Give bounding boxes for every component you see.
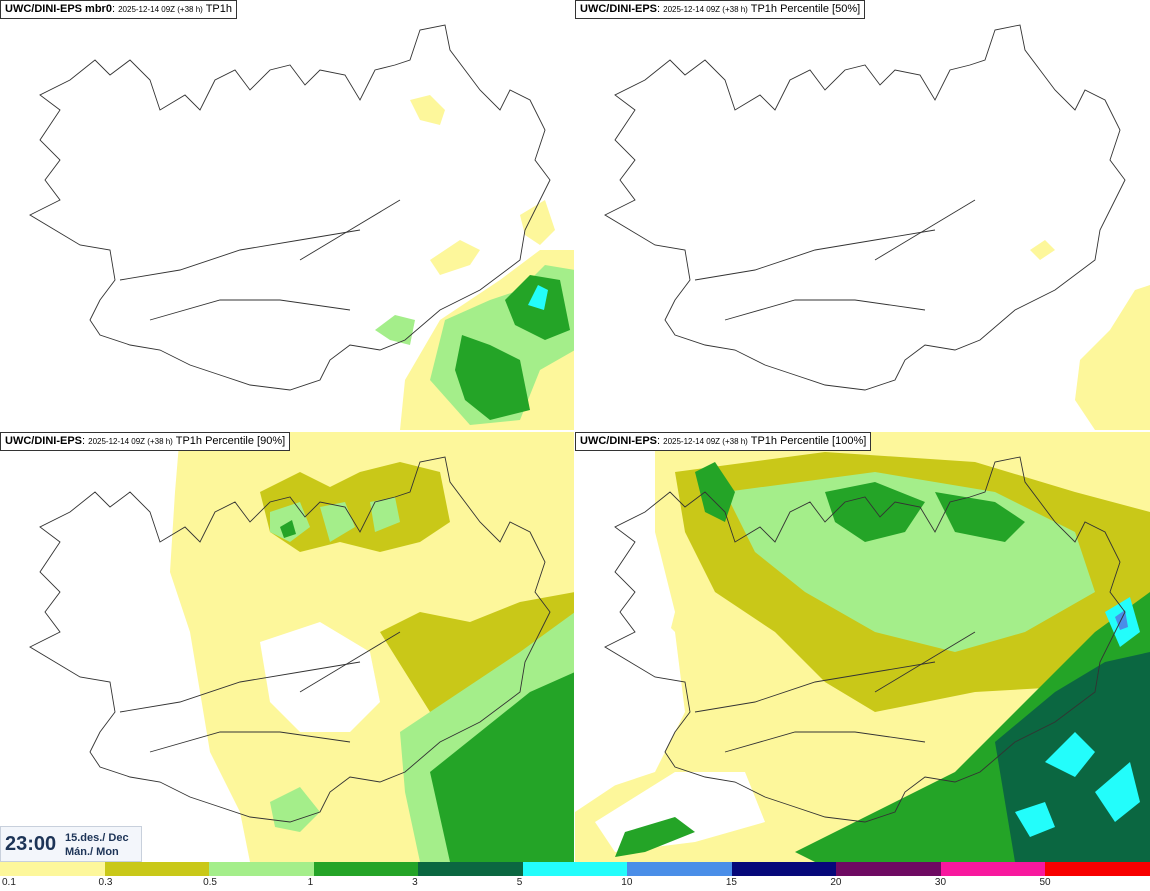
legend-swatch (209, 862, 314, 876)
panel-divider (574, 0, 575, 862)
legend-bar (0, 862, 1150, 876)
coastline (604, 456, 1126, 823)
panel-title: UWC/DINI-EPS mbr0: 2025-12-14 09Z (+38 h… (0, 0, 237, 19)
precip-map (604, 24, 1150, 430)
precip-fill (170, 432, 575, 862)
legend-tick-label: 0.1 (2, 877, 16, 888)
legend-tick-label: 0.5 (203, 877, 217, 888)
panel-model: UWC/DINI-EPS (580, 435, 657, 447)
valid-date: 15.des./ Dec Mán./ Mon (65, 831, 129, 859)
precip-map (29, 24, 575, 430)
legend-tick-label: 10 (621, 877, 633, 888)
panel-model: UWC/DINI-EPS (580, 3, 657, 15)
valid-date-line1: 15.des./ Dec (65, 832, 129, 844)
map-panel-p50: UWC/DINI-EPS: 2025-12-14 09Z (+38 h) TP1… (575, 0, 1150, 430)
valid-date-line2: Mán./ Mon (65, 846, 119, 858)
panel-field: TP1h Percentile [90%] (175, 435, 286, 447)
legend-tick-label: 30 (934, 877, 947, 888)
panel-run: 2025-12-14 09Z (+38 h) (663, 437, 748, 446)
legend-tick-label: 20 (830, 877, 842, 888)
legend-swatch (1045, 862, 1150, 876)
legend-swatch (104, 862, 210, 876)
precip-fill (575, 432, 1150, 862)
precip-map (575, 432, 1150, 862)
panel-run: 2025-12-14 09Z (+38 h) (663, 5, 748, 14)
precip-fill (1030, 240, 1150, 430)
legend-tick-label: 15 (725, 877, 737, 888)
color-legend: 0.1 0.3 0.5 1 3 5 10 15 20 30 50 (0, 862, 1150, 891)
legend-tick-label: 1 (307, 877, 314, 888)
panel-run: 2025-12-14 09Z (+38 h) (118, 5, 203, 14)
legend-swatch (836, 862, 941, 876)
panel-field: TP1h Percentile [100%] (750, 435, 867, 447)
legend-swatch (731, 862, 837, 876)
panel-title: UWC/DINI-EPS: 2025-12-14 09Z (+38 h) TP1… (575, 432, 872, 451)
panel-run: 2025-12-14 09Z (+38 h) (88, 437, 173, 446)
panel-model: UWC/DINI-EPS mbr0 (5, 3, 112, 15)
legend-swatch (0, 862, 105, 876)
legend-tick-label: 5 (516, 877, 523, 888)
precip-map (29, 432, 575, 862)
legend-tick-label: 0.3 (98, 877, 113, 888)
legend-swatch (940, 862, 1046, 876)
panel-field: TP1h (205, 3, 232, 15)
legend-tick-label: 50 (1039, 877, 1051, 888)
panel-model: UWC/DINI-EPS (5, 435, 82, 447)
panel-title: UWC/DINI-EPS: 2025-12-14 09Z (+38 h) TP1… (575, 0, 866, 19)
map-panel-mbr0: UWC/DINI-EPS mbr0: 2025-12-14 09Z (+38 h… (0, 0, 575, 430)
map-panel-p90: UWC/DINI-EPS: 2025-12-14 09Z (+38 h) TP1… (0, 432, 575, 862)
legend-swatch (418, 862, 523, 876)
panel-title: UWC/DINI-EPS: 2025-12-14 09Z (+38 h) TP1… (0, 432, 291, 451)
valid-time: 23:00 (5, 833, 57, 855)
legend-swatch (627, 862, 732, 876)
valid-time-box: 23:00 15.des./ Dec Mán./ Mon (0, 826, 142, 862)
panel-field: TP1h Percentile [50%] (750, 3, 861, 15)
legend-tick-label: 3 (412, 877, 418, 888)
coastline (29, 456, 551, 823)
legend-swatch (313, 862, 419, 876)
coastline (29, 24, 551, 391)
legend-swatch (522, 862, 628, 876)
map-panel-p100: UWC/DINI-EPS: 2025-12-14 09Z (+38 h) TP1… (575, 432, 1150, 862)
coastline (604, 24, 1126, 391)
precip-fill (375, 95, 575, 430)
